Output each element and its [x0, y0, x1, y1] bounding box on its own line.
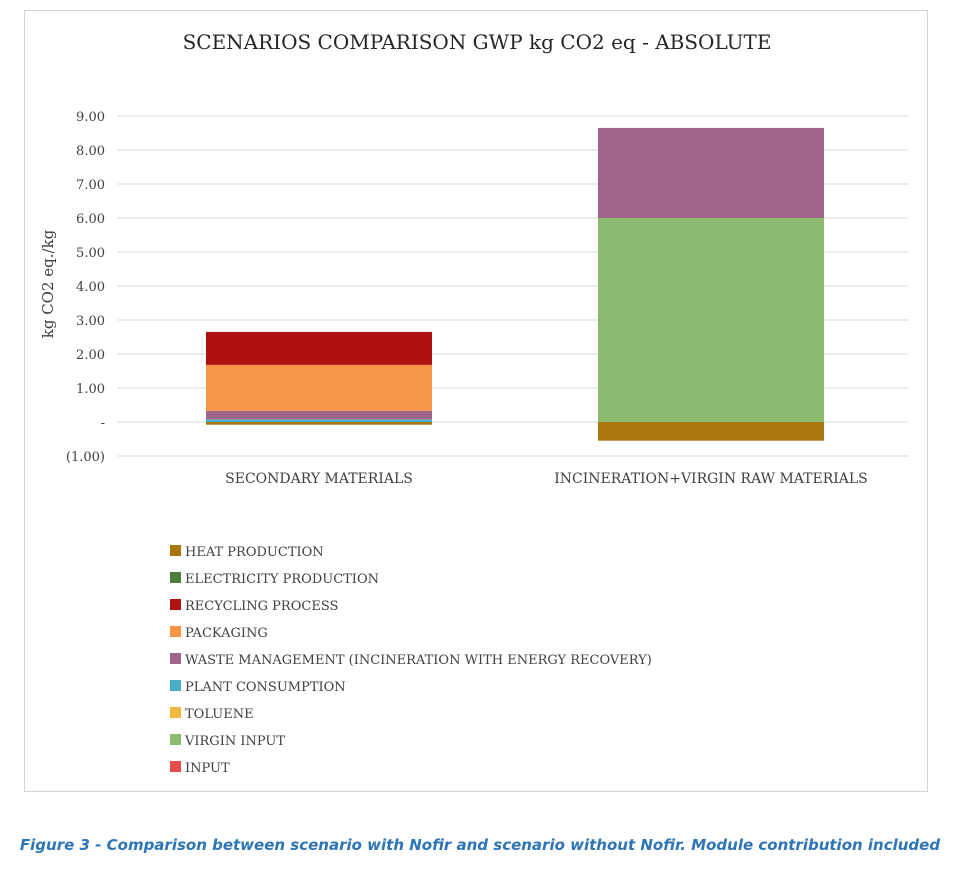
y-tick-label: 5.00 — [76, 246, 105, 261]
chart: SCENARIOS COMPARISON GWP kg CO2 eq - ABS… — [39, 30, 908, 776]
legend-swatch — [170, 599, 181, 610]
legend-swatch — [170, 626, 181, 637]
legend-label: VIRGIN INPUT — [184, 734, 285, 749]
y-axis-label: kg CO2 eq./kg — [39, 229, 57, 338]
chart-frame: SCENARIOS COMPARISON GWP kg CO2 eq - ABS… — [24, 10, 928, 792]
legend-label: RECYCLING PROCESS — [185, 599, 338, 614]
y-tick-label: - — [101, 416, 105, 431]
bar-segment — [206, 331, 432, 365]
figure-caption: Figure 3 - Comparison between scenario w… — [19, 836, 941, 854]
x-tick-label: INCINERATION+VIRGIN RAW MATERIALS — [554, 471, 868, 487]
bar-segment — [206, 410, 432, 420]
legend-label: PLANT CONSUMPTION — [185, 680, 346, 695]
y-tick-label: 4.00 — [76, 280, 105, 295]
y-tick-label: 3.00 — [76, 314, 105, 329]
bar-segment — [598, 422, 824, 441]
legend-swatch — [170, 707, 181, 718]
legend-label: HEAT PRODUCTION — [185, 545, 324, 560]
bar-segment — [206, 364, 432, 411]
y-tick-label: 1.00 — [76, 382, 105, 397]
legend-swatch — [170, 545, 181, 556]
bar-segment — [598, 218, 824, 422]
legend-swatch — [170, 761, 181, 772]
legend: HEAT PRODUCTION ELECTRICITY PRODUCTION REC… — [170, 545, 652, 776]
chart-title: SCENARIOS COMPARISON GWP kg CO2 eq - ABS… — [183, 30, 772, 54]
bar-segment — [206, 422, 432, 425]
x-tick-label: SECONDARY MATERIALS — [225, 471, 413, 487]
legend-label: ELECTRICITY PRODUCTION — [185, 572, 379, 587]
bars — [206, 127, 824, 441]
y-tick-label: 2.00 — [76, 348, 105, 363]
bar-segment — [206, 419, 432, 422]
legend-label: PACKAGING — [185, 626, 268, 641]
legend-label: WASTE MANAGEMENT (INCINERATION WITH ENER… — [185, 653, 652, 668]
y-tick-label: 8.00 — [76, 144, 105, 159]
y-tick-label: 6.00 — [76, 212, 105, 227]
legend-label: TOLUENE — [185, 707, 254, 722]
legend-swatch — [170, 680, 181, 691]
bar-segment — [598, 127, 824, 218]
legend-swatch — [170, 734, 181, 745]
legend-swatch — [170, 653, 181, 664]
legend-label: INPUT — [185, 761, 230, 776]
legend-swatch — [170, 572, 181, 583]
x-tick-labels: SECONDARY MATERIALS INCINERATION+VIRGIN R… — [225, 471, 868, 487]
y-tick-label: (1.00) — [66, 450, 105, 465]
y-tick-label: 9.00 — [76, 110, 105, 125]
y-tick-label: 7.00 — [76, 178, 105, 193]
y-tick-labels: 9.00 8.00 7.00 6.00 5.00 4.00 3.00 2.00 1.00 - (1.… — [66, 110, 105, 465]
